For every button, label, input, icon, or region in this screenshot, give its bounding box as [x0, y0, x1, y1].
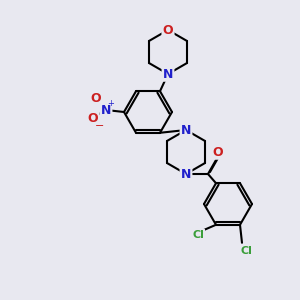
Text: O: O	[88, 112, 98, 125]
Text: O: O	[213, 146, 223, 158]
Text: N: N	[101, 103, 111, 116]
Text: −: −	[95, 121, 105, 131]
Text: Cl: Cl	[240, 246, 252, 256]
Text: O: O	[163, 23, 173, 37]
Text: Cl: Cl	[192, 230, 204, 240]
Text: N: N	[163, 68, 173, 80]
Text: O: O	[91, 92, 101, 104]
Text: N: N	[181, 124, 191, 136]
Text: N: N	[181, 167, 191, 181]
Text: +: +	[108, 98, 114, 107]
